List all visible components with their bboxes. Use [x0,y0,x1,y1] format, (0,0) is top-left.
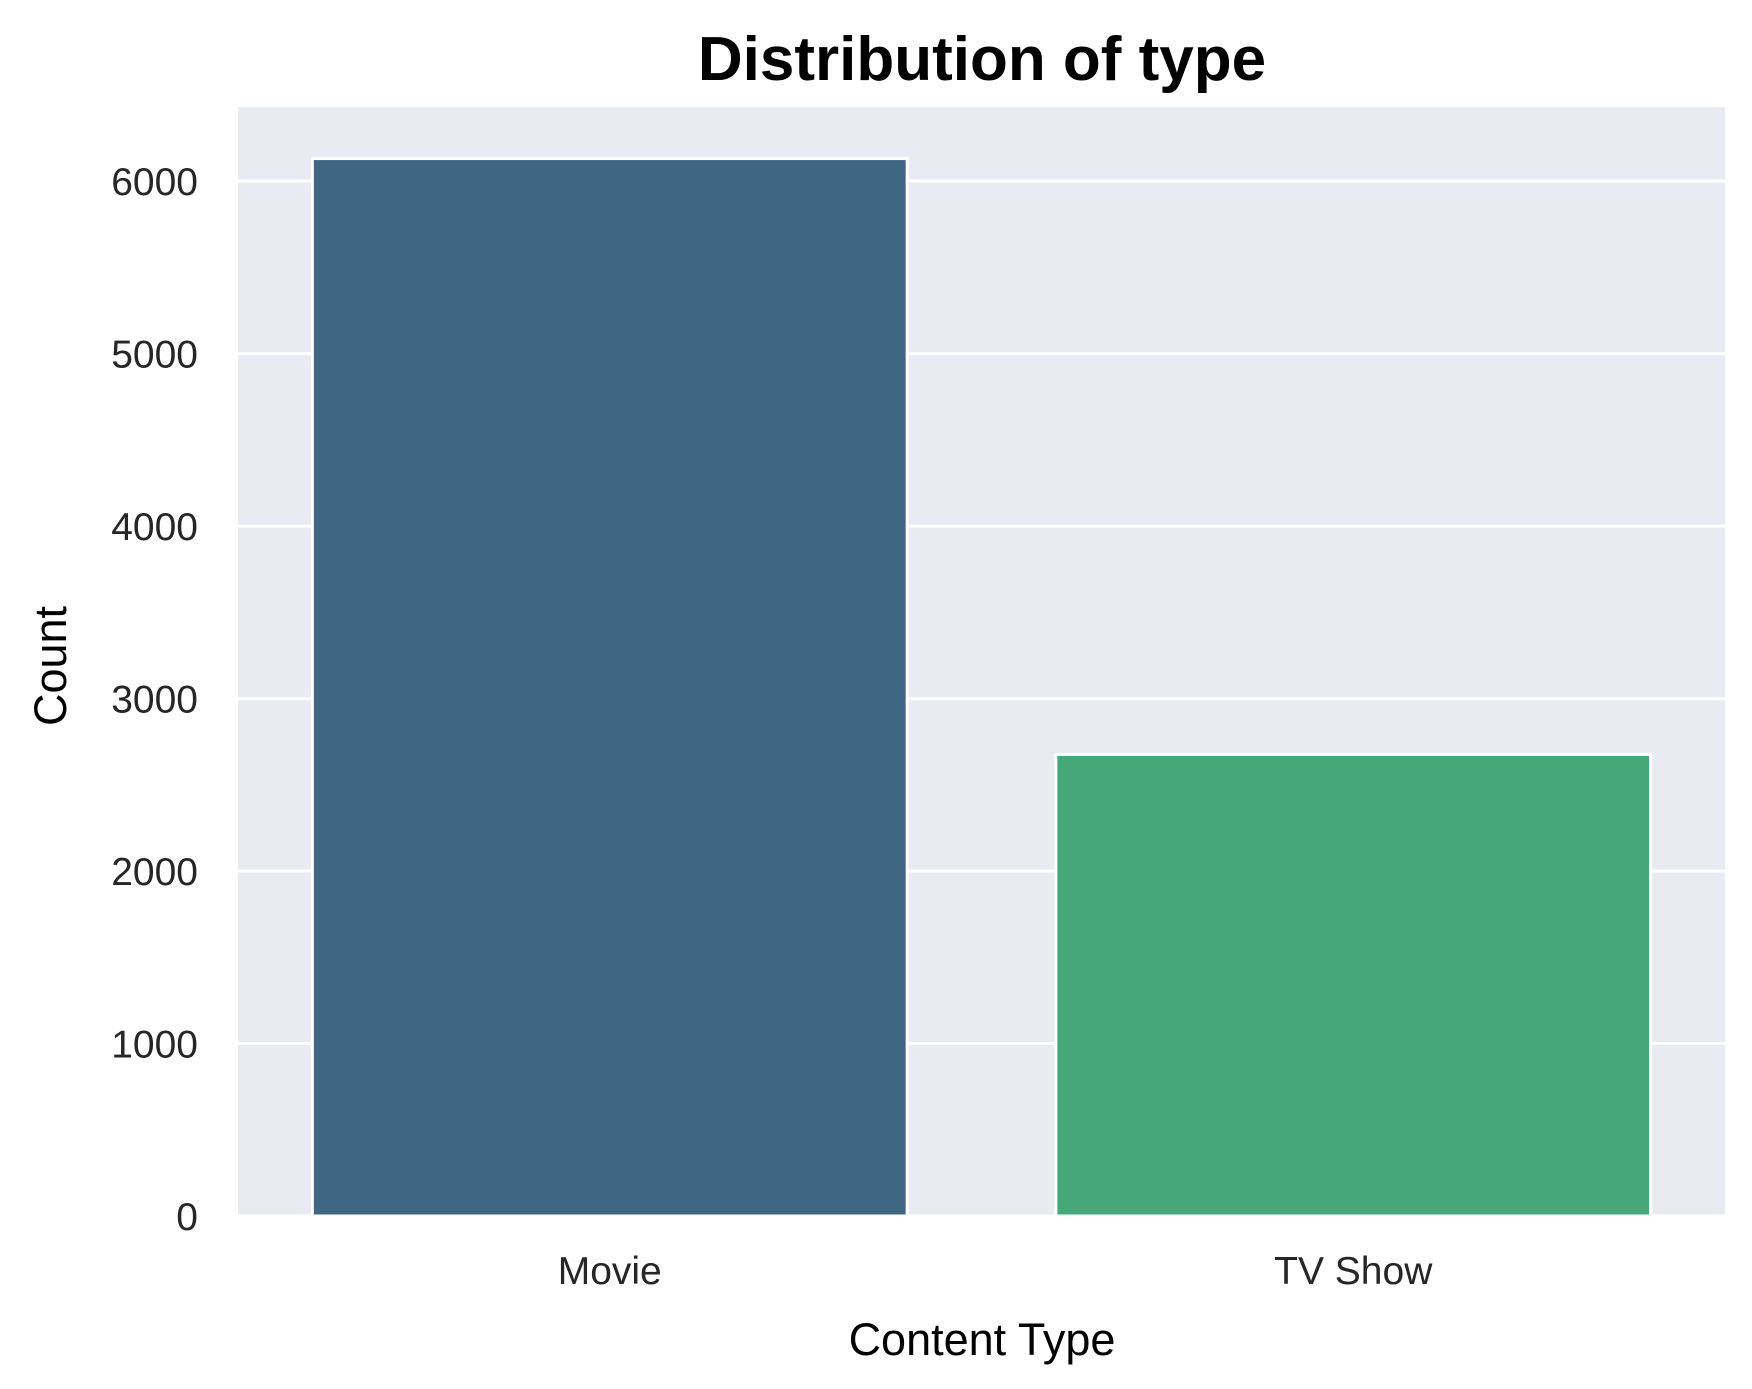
y-tick-label: 4000 [111,506,198,549]
x-tick-label: TV Show [1274,1250,1433,1293]
y-tick-labels: 0 1000 2000 3000 4000 5000 6000 [111,161,198,1239]
y-tick-label: 3000 [111,679,198,722]
bars [310,157,1653,1218]
y-tick-label: 6000 [111,161,198,204]
y-axis-label: Count [25,605,76,726]
y-tick-label: 1000 [111,1024,198,1067]
y-tick-label: 0 [176,1196,198,1239]
y-tick-label: 5000 [111,334,198,377]
bar-movie [310,157,909,1218]
x-axis-label: Content Type [849,1314,1116,1365]
x-tick-label: Movie [558,1250,662,1293]
x-tick-labels: Movie TV Show [558,1250,1433,1293]
bar-tv-show [1054,752,1653,1218]
y-tick-label: 2000 [111,851,198,894]
chart-title: Distribution of type [698,25,1266,94]
